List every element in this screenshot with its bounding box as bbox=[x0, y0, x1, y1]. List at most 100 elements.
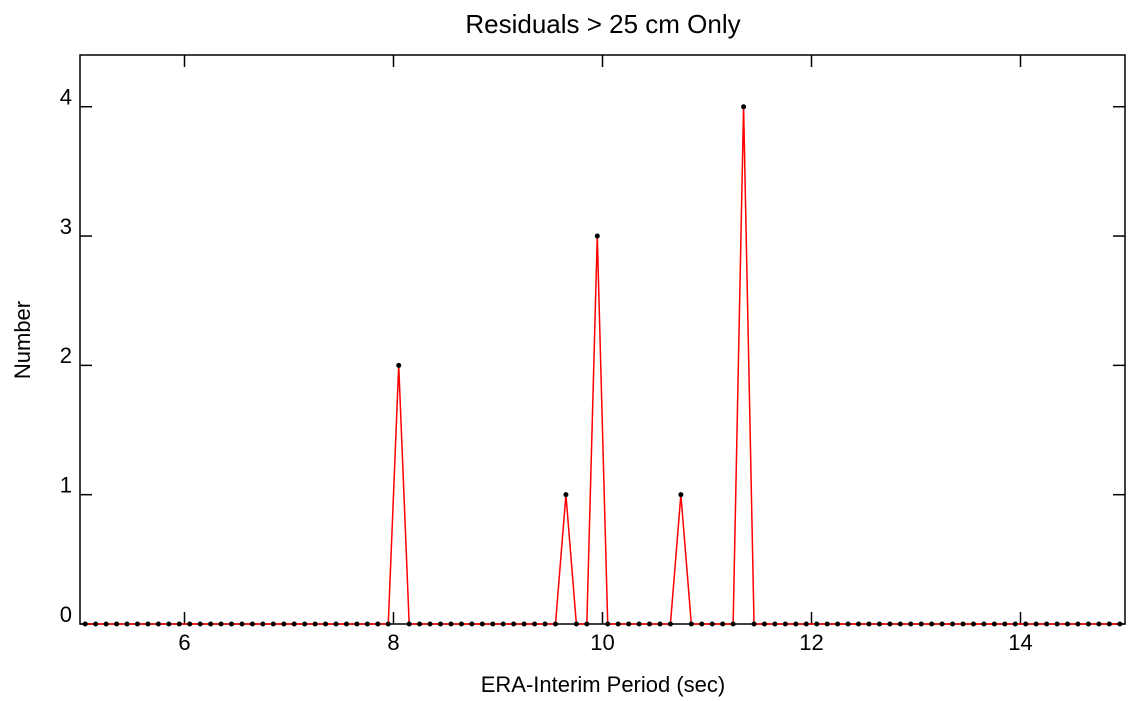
data-point bbox=[845, 621, 851, 627]
data-point bbox=[82, 621, 88, 627]
data-point bbox=[657, 621, 663, 627]
data-point bbox=[1023, 621, 1029, 627]
data-point bbox=[970, 621, 976, 627]
data-point bbox=[1085, 621, 1091, 627]
data-point bbox=[458, 621, 464, 627]
data-point bbox=[187, 621, 193, 627]
data-point bbox=[385, 621, 391, 627]
data-point bbox=[93, 621, 99, 627]
data-point bbox=[709, 621, 715, 627]
data-point bbox=[991, 621, 997, 627]
data-point bbox=[208, 621, 214, 627]
data-point bbox=[281, 621, 287, 627]
data-point bbox=[573, 621, 579, 627]
data-point bbox=[375, 621, 381, 627]
data-point bbox=[835, 621, 841, 627]
data-point bbox=[584, 621, 590, 627]
data-point bbox=[887, 621, 893, 627]
x-tick-label: 10 bbox=[590, 630, 614, 655]
data-point bbox=[1065, 621, 1071, 627]
data-point bbox=[249, 621, 255, 627]
data-point bbox=[647, 621, 653, 627]
data-point bbox=[166, 621, 172, 627]
data-point bbox=[500, 621, 506, 627]
x-axis-label: ERA-Interim Period (sec) bbox=[481, 672, 726, 697]
y-tick-label: 1 bbox=[60, 472, 72, 497]
data-point bbox=[552, 621, 558, 627]
data-point bbox=[197, 621, 203, 627]
data-point bbox=[563, 492, 569, 498]
data-point bbox=[479, 621, 485, 627]
data-point bbox=[678, 492, 684, 498]
data-point bbox=[218, 621, 224, 627]
data-point bbox=[354, 621, 360, 627]
y-tick-label: 4 bbox=[60, 85, 72, 110]
data-point bbox=[950, 621, 956, 627]
data-point bbox=[134, 621, 140, 627]
data-point bbox=[1012, 621, 1018, 627]
data-point bbox=[229, 621, 235, 627]
data-point bbox=[427, 621, 433, 627]
data-point bbox=[239, 621, 245, 627]
data-point bbox=[323, 621, 329, 627]
data-point bbox=[939, 621, 945, 627]
data-point bbox=[772, 621, 778, 627]
data-point bbox=[1033, 621, 1039, 627]
data-point bbox=[396, 362, 402, 368]
data-point bbox=[364, 621, 370, 627]
y-tick-label: 0 bbox=[60, 602, 72, 627]
x-tick-label: 12 bbox=[799, 630, 823, 655]
data-point bbox=[720, 621, 726, 627]
data-point bbox=[448, 621, 454, 627]
data-point bbox=[981, 621, 987, 627]
data-point bbox=[866, 621, 872, 627]
data-point bbox=[333, 621, 339, 627]
x-tick-label: 6 bbox=[178, 630, 190, 655]
data-point bbox=[699, 621, 705, 627]
data-point bbox=[260, 621, 266, 627]
data-point bbox=[417, 621, 423, 627]
data-point bbox=[1096, 621, 1102, 627]
data-point bbox=[1054, 621, 1060, 627]
data-point bbox=[511, 621, 517, 627]
data-point bbox=[730, 621, 736, 627]
data-point bbox=[688, 621, 694, 627]
data-point bbox=[542, 621, 548, 627]
data-point bbox=[615, 621, 621, 627]
data-point bbox=[176, 621, 182, 627]
data-point bbox=[793, 621, 799, 627]
data-point bbox=[1002, 621, 1008, 627]
data-point bbox=[1075, 621, 1081, 627]
plot-frame bbox=[79, 54, 1126, 625]
data-point bbox=[469, 621, 475, 627]
chart-title: Residuals > 25 cm Only bbox=[465, 9, 740, 39]
data-point bbox=[741, 104, 747, 110]
data-point bbox=[124, 621, 130, 627]
data-point bbox=[856, 621, 862, 627]
data-point bbox=[803, 621, 809, 627]
data-point bbox=[521, 621, 527, 627]
data-point bbox=[876, 621, 882, 627]
data-point bbox=[605, 621, 611, 627]
data-point bbox=[594, 233, 600, 239]
data-point bbox=[312, 621, 318, 627]
data-point bbox=[782, 621, 788, 627]
data-point bbox=[270, 621, 276, 627]
data-point bbox=[929, 621, 935, 627]
data-point bbox=[626, 621, 632, 627]
data-point bbox=[1117, 621, 1123, 627]
data-point bbox=[814, 621, 820, 627]
data-point bbox=[155, 621, 161, 627]
data-point bbox=[103, 621, 109, 627]
y-tick-label: 3 bbox=[60, 214, 72, 239]
data-point bbox=[343, 621, 349, 627]
x-tick-label: 14 bbox=[1008, 630, 1032, 655]
data-point bbox=[908, 621, 914, 627]
data-point bbox=[824, 621, 830, 627]
data-point bbox=[897, 621, 903, 627]
data-point bbox=[302, 621, 308, 627]
y-axis-label: Number bbox=[10, 301, 35, 379]
data-point bbox=[636, 621, 642, 627]
data-point bbox=[761, 621, 767, 627]
